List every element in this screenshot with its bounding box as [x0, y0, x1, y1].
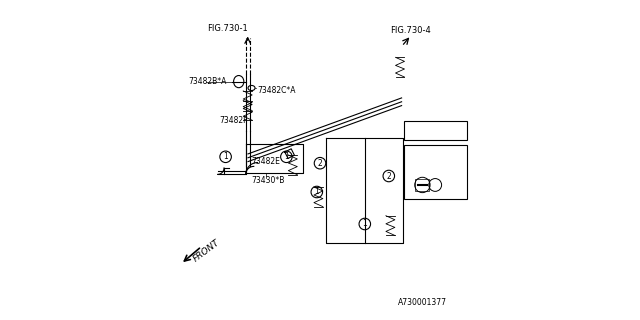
- Ellipse shape: [234, 76, 244, 88]
- Text: 1: 1: [410, 126, 415, 135]
- Text: 2: 2: [433, 150, 438, 159]
- Ellipse shape: [248, 85, 255, 91]
- Text: FIG.730-1: FIG.730-1: [207, 24, 248, 33]
- FancyBboxPatch shape: [404, 145, 467, 199]
- FancyBboxPatch shape: [404, 121, 467, 140]
- Text: A730001377: A730001377: [398, 298, 447, 307]
- Text: 73482B*A: 73482B*A: [189, 77, 227, 86]
- Text: 2: 2: [387, 172, 391, 180]
- FancyBboxPatch shape: [415, 179, 429, 191]
- Text: 1: 1: [314, 188, 319, 196]
- Text: FRONT: FRONT: [192, 238, 222, 264]
- Text: 73430*B: 73430*B: [251, 176, 285, 185]
- Text: 73482E: 73482E: [251, 157, 280, 166]
- Text: 0101S*B: 0101S*B: [422, 126, 458, 135]
- Text: 73482F: 73482F: [219, 116, 248, 124]
- Text: 1: 1: [223, 152, 228, 161]
- Text: 2: 2: [317, 159, 323, 168]
- Text: 73482C*A: 73482C*A: [258, 86, 296, 95]
- Text: 1: 1: [362, 220, 367, 228]
- Text: FIG.730-4: FIG.730-4: [390, 26, 431, 35]
- Text: 1: 1: [284, 152, 289, 161]
- Text: 73482C*B: 73482C*B: [410, 167, 450, 176]
